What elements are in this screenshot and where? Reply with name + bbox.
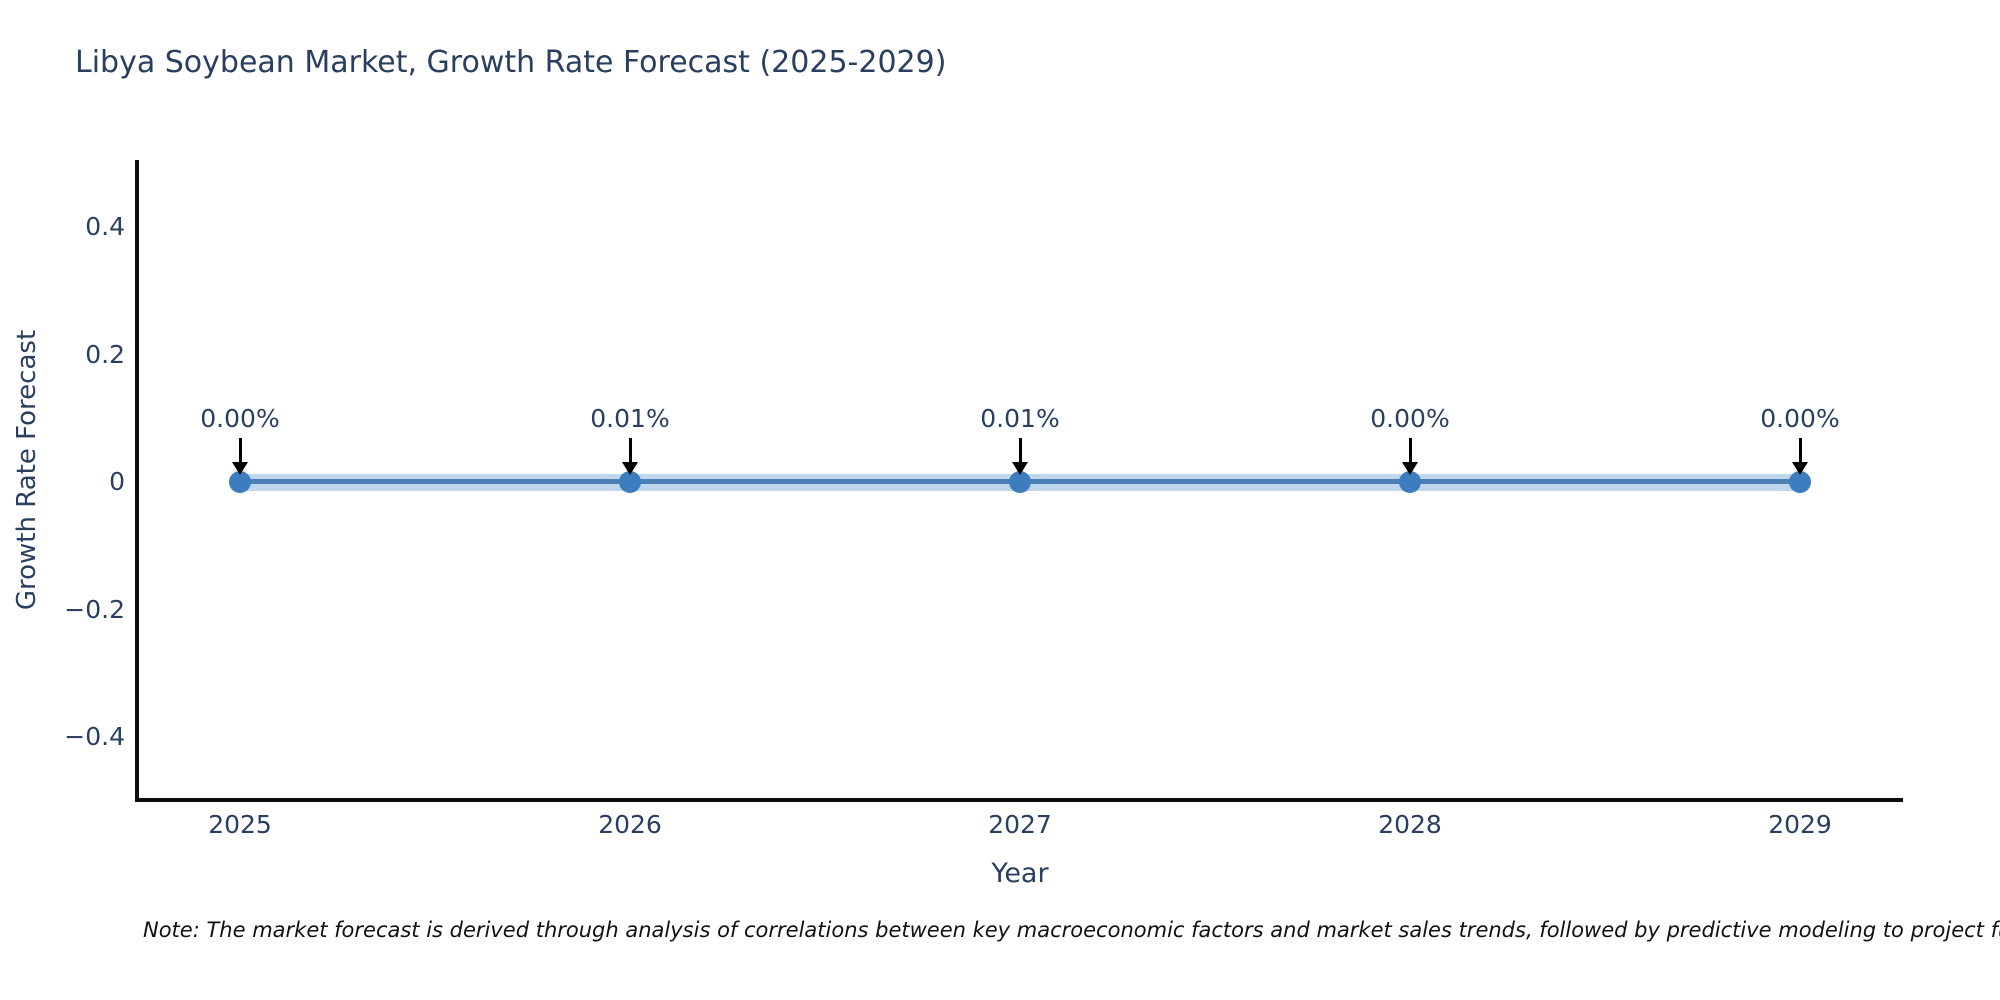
data-point-marker	[1399, 471, 1421, 493]
x-axis-tick-label: 2027	[988, 810, 1052, 839]
annotation-arrow-head	[1012, 462, 1028, 475]
annotation-arrow-shaft	[1799, 438, 1802, 464]
annotation-arrow-shaft	[629, 438, 632, 464]
x-axis-tick-label: 2025	[208, 810, 272, 839]
annotation-arrow-head	[1792, 462, 1808, 475]
annotation-arrow-shaft	[1019, 438, 1022, 464]
data-point-label: 0.01%	[980, 404, 1060, 433]
y-axis-tick-label: −0.4	[64, 722, 125, 751]
chart-title: Libya Soybean Market, Growth Rate Foreca…	[75, 45, 947, 80]
data-point-marker	[1009, 470, 1031, 493]
y-axis-tick-label: −0.2	[64, 594, 125, 624]
data-point-label: 0.00%	[1760, 404, 1840, 433]
y-axis-tick-label: 0.2	[85, 339, 125, 369]
x-axis-tick-label: 2029	[1768, 810, 1832, 839]
data-point-marker	[229, 471, 251, 493]
y-axis-tick-label: 0	[109, 467, 125, 496]
annotation-arrow-shaft	[239, 438, 242, 464]
x-axis-line	[135, 798, 1903, 802]
x-axis-tick-label: 2028	[1378, 810, 1442, 839]
footnote: Note: The market forecast is derived thr…	[143, 918, 2000, 942]
annotation-arrow-head	[232, 462, 248, 475]
data-point-label: 0.00%	[1370, 404, 1450, 433]
data-point-label: 0.00%	[200, 404, 280, 433]
annotation-arrow-head	[622, 462, 638, 475]
data-point-label: 0.01%	[590, 404, 670, 433]
y-axis-tick-label: 0.4	[85, 212, 125, 241]
x-axis-title: Year	[991, 858, 1049, 889]
data-point-marker	[619, 470, 641, 493]
y-axis-line	[135, 160, 139, 802]
x-axis-tick-label: 2026	[598, 810, 662, 839]
annotation-arrow-shaft	[1409, 438, 1412, 464]
data-point-marker	[1789, 471, 1811, 493]
annotation-arrow-head	[1402, 462, 1418, 475]
